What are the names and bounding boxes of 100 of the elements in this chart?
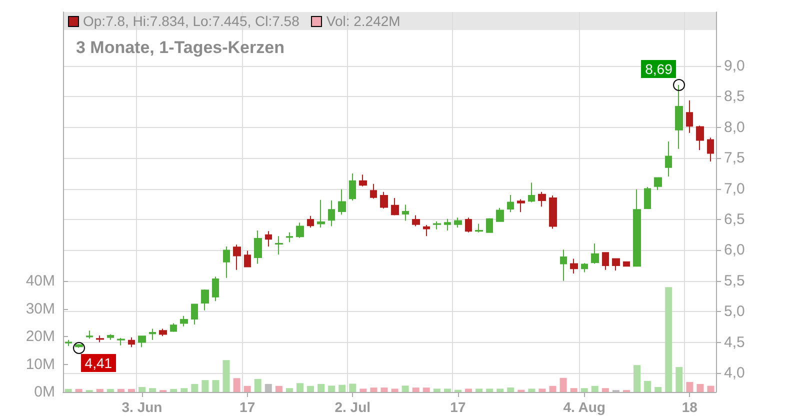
bar xyxy=(486,388,494,392)
bar xyxy=(476,388,483,392)
bar xyxy=(64,388,72,392)
bar xyxy=(128,388,135,392)
bar xyxy=(149,388,156,392)
bar xyxy=(202,380,209,392)
candlestick xyxy=(591,242,599,264)
candlestick xyxy=(707,137,714,162)
candlestick xyxy=(107,334,114,340)
bar xyxy=(96,388,104,392)
y-tick-label: 7,5 xyxy=(724,150,745,167)
y2-tick-label: 30M xyxy=(26,300,55,318)
candlestick xyxy=(380,191,388,209)
y2-tick-label: 20M xyxy=(26,328,55,346)
candlestick xyxy=(560,249,567,282)
y-tick-label: 4,0 xyxy=(724,364,745,382)
candlestick xyxy=(538,191,546,208)
candlestick xyxy=(623,261,630,267)
annotation: Vol: 2.242M xyxy=(326,13,400,29)
candlestick xyxy=(96,335,104,343)
candlestick xyxy=(402,204,409,222)
candlestick xyxy=(686,100,693,134)
bar xyxy=(244,386,251,392)
text: 3 Monate, 1-Tages-Kerzen xyxy=(76,38,284,57)
bar xyxy=(349,384,356,392)
candlestick xyxy=(665,141,672,178)
y-tick-label: 5,5 xyxy=(724,272,745,290)
candlestick xyxy=(696,125,704,151)
bar xyxy=(580,388,588,392)
candlestick xyxy=(549,195,557,230)
bar xyxy=(286,388,293,392)
candlestick xyxy=(602,252,609,270)
bar xyxy=(444,388,451,392)
bar xyxy=(380,388,388,392)
bar xyxy=(402,386,409,392)
bar xyxy=(296,383,304,392)
bar xyxy=(138,387,146,392)
bar xyxy=(307,386,314,392)
y-tick-label: 6,0 xyxy=(724,242,745,259)
candlestick xyxy=(128,336,135,348)
bar xyxy=(602,388,609,392)
candlestick xyxy=(201,288,209,311)
bar xyxy=(391,388,398,392)
candlestick xyxy=(475,223,483,233)
bar xyxy=(433,388,440,392)
candlestick xyxy=(286,232,293,243)
bar xyxy=(338,384,346,392)
annotation: 8,69 xyxy=(641,60,676,78)
candlestick xyxy=(149,328,156,340)
bar xyxy=(233,378,240,392)
candlestick xyxy=(117,337,125,346)
candlestick xyxy=(423,224,430,237)
bar xyxy=(528,388,536,392)
y-tick-label: 6,5 xyxy=(724,210,745,228)
bar xyxy=(191,384,198,392)
candlestick xyxy=(496,207,504,222)
x-tick-label: 2. Jul xyxy=(334,399,371,415)
candlestick xyxy=(307,215,314,228)
x-tick-label: 18 xyxy=(682,399,698,415)
bar xyxy=(560,378,567,392)
annotation: 4,41 xyxy=(80,354,116,372)
x-tick-label: 17 xyxy=(240,399,256,415)
candlestick xyxy=(570,258,578,274)
candlestick xyxy=(359,174,367,187)
bar xyxy=(634,365,641,392)
bar xyxy=(676,367,683,392)
candlestick xyxy=(265,230,272,248)
candlestick xyxy=(454,217,462,228)
candlestick xyxy=(244,250,251,268)
y-tick-label: 5,0 xyxy=(724,303,745,320)
x-tick-label: 4. Aug xyxy=(563,399,606,415)
candlestick xyxy=(370,183,377,200)
candlestick xyxy=(391,198,399,216)
y2-tick-label: 40M xyxy=(26,272,55,290)
candlestick xyxy=(465,217,472,233)
y-tick-label: 4,5 xyxy=(724,334,745,351)
bar xyxy=(117,388,124,392)
bar xyxy=(464,388,472,392)
candlestick xyxy=(412,214,420,227)
candlestick xyxy=(581,262,588,273)
bar xyxy=(180,388,188,392)
candlestick xyxy=(223,246,230,278)
candlestick xyxy=(517,198,525,213)
bar xyxy=(318,384,325,392)
candlestick xyxy=(507,194,514,213)
x-tick-label: 17 xyxy=(450,399,466,415)
bar xyxy=(222,360,230,392)
candlestick xyxy=(159,328,167,337)
bar xyxy=(696,384,704,392)
candlestick xyxy=(254,230,262,264)
candlestick xyxy=(528,182,535,203)
candlestick xyxy=(317,199,325,228)
candlestick xyxy=(275,236,283,255)
candlestick xyxy=(633,188,641,267)
candlestick xyxy=(296,222,304,238)
bar xyxy=(591,386,598,392)
candlestick xyxy=(486,218,493,233)
candlestick xyxy=(65,339,72,346)
bar xyxy=(654,387,662,392)
candlestick xyxy=(433,220,441,230)
